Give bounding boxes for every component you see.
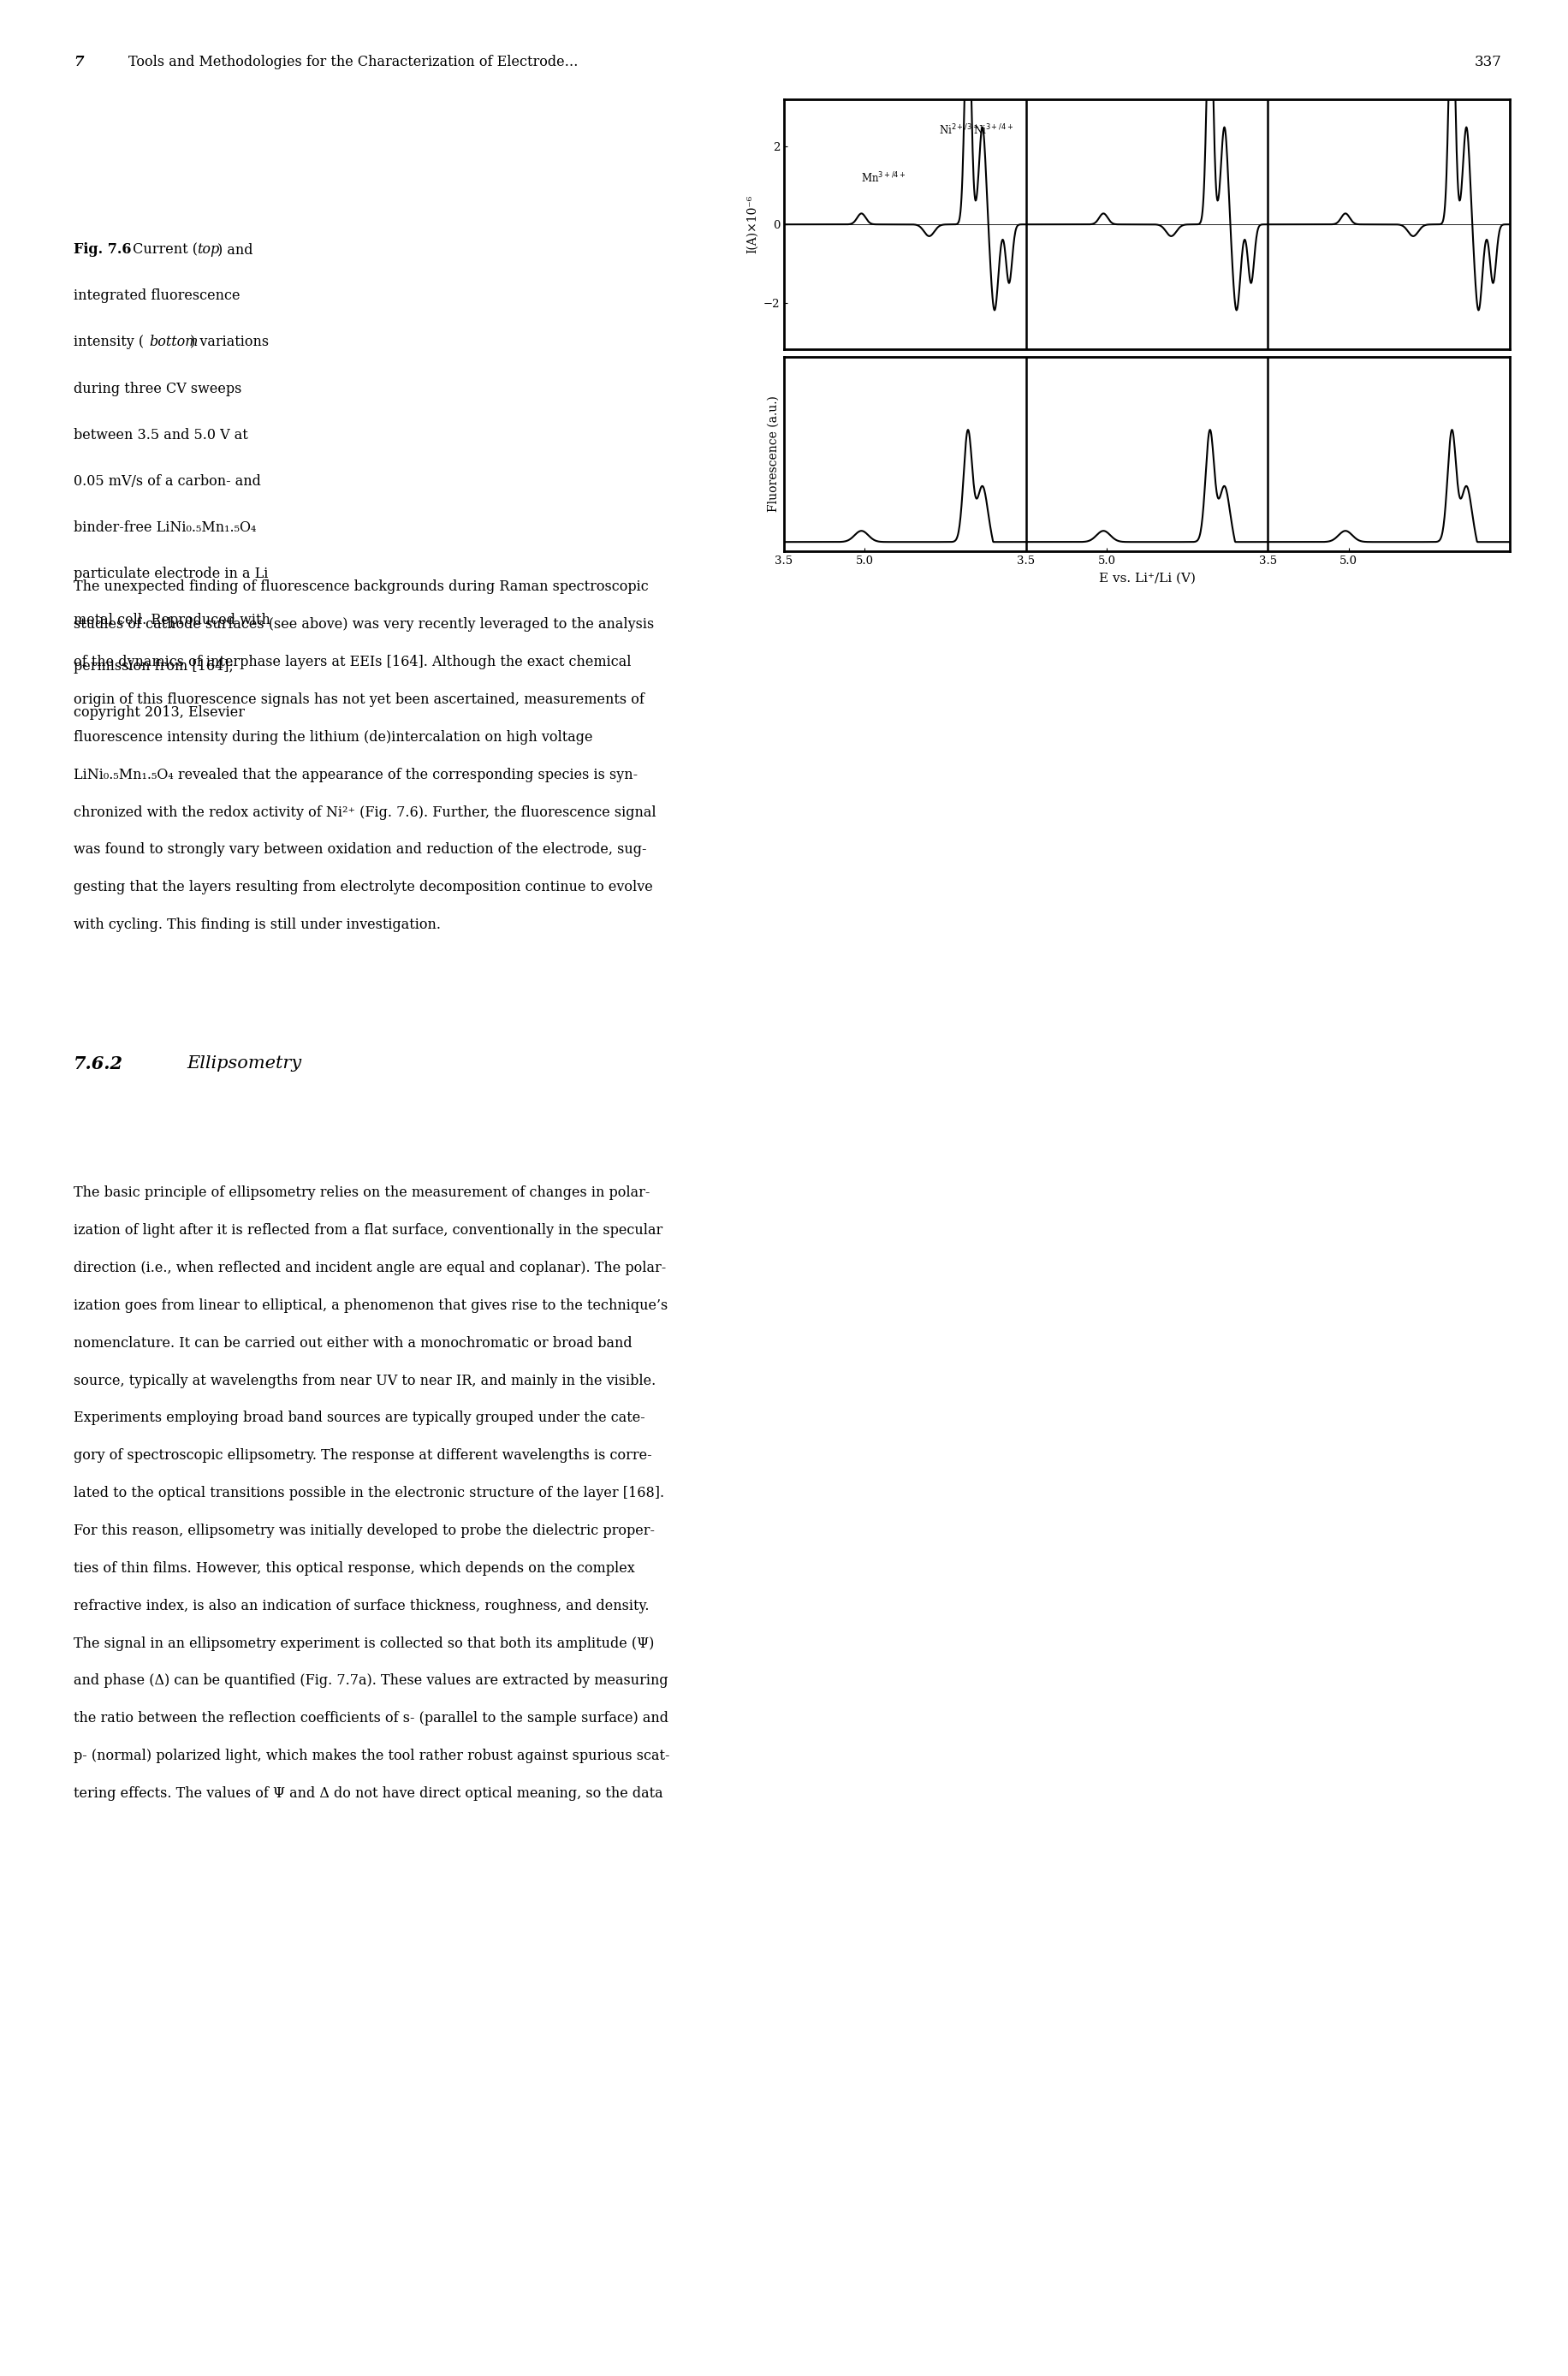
Text: origin of this fluorescence signals has not yet been ascertained, measurements o: origin of this fluorescence signals has …: [74, 691, 644, 708]
Text: fluorescence intensity during the lithium (de)intercalation on high voltage: fluorescence intensity during the lithiu…: [74, 729, 593, 744]
Text: during three CV sweeps: during three CV sweeps: [74, 380, 241, 397]
Text: Current (: Current (: [129, 242, 198, 257]
Text: 0.05 mV/s of a carbon- and: 0.05 mV/s of a carbon- and: [74, 475, 260, 489]
Text: integrated fluorescence: integrated fluorescence: [74, 287, 240, 304]
Text: ization goes from linear to elliptical, a phenomenon that gives rise to the tech: ization goes from linear to elliptical, …: [74, 1297, 668, 1314]
Text: copyright 2013, Elsevier: copyright 2013, Elsevier: [74, 706, 245, 720]
Text: was found to strongly vary between oxidation and reduction of the electrode, sug: was found to strongly vary between oxida…: [74, 843, 646, 858]
Text: intensity (: intensity (: [74, 335, 144, 349]
Text: Fig. 7.6: Fig. 7.6: [74, 242, 132, 257]
Text: Tools and Methodologies for the Characterization of Electrode…: Tools and Methodologies for the Characte…: [129, 55, 579, 69]
Text: of the dynamics of interphase layers at EEIs [164]. Although the exact chemical: of the dynamics of interphase layers at …: [74, 656, 632, 670]
Text: The signal in an ellipsometry experiment is collected so that both its amplitude: The signal in an ellipsometry experiment…: [74, 1637, 654, 1651]
X-axis label: E vs. Li⁺/Li (V): E vs. Li⁺/Li (V): [1099, 573, 1195, 584]
Text: gesting that the layers resulting from electrolyte decomposition continue to evo: gesting that the layers resulting from e…: [74, 879, 652, 896]
Text: source, typically at wavelengths from near UV to near IR, and mainly in the visi: source, typically at wavelengths from ne…: [74, 1373, 655, 1388]
Y-axis label: Fluorescence (a.u.): Fluorescence (a.u.): [767, 397, 779, 513]
Text: ties of thin films. However, this optical response, which depends on the complex: ties of thin films. However, this optica…: [74, 1561, 635, 1575]
Text: For this reason, ellipsometry was initially developed to probe the dielectric pr: For this reason, ellipsometry was initia…: [74, 1523, 655, 1537]
Text: Mn$^{3+/4+}$: Mn$^{3+/4+}$: [861, 171, 906, 185]
Text: gory of spectroscopic ellipsometry. The response at different wavelengths is cor: gory of spectroscopic ellipsometry. The …: [74, 1449, 652, 1464]
Y-axis label: I(A)×10⁻⁶: I(A)×10⁻⁶: [746, 195, 759, 254]
Text: tering effects. The values of Ψ and Δ do not have direct optical meaning, so the: tering effects. The values of Ψ and Δ do…: [74, 1787, 663, 1801]
Text: between 3.5 and 5.0 V at: between 3.5 and 5.0 V at: [74, 428, 248, 442]
Text: refractive index, is also an indication of surface thickness, roughness, and den: refractive index, is also an indication …: [74, 1599, 649, 1613]
Text: chronized with the redox activity of Ni²⁺ (Fig. 7.6). Further, the fluorescence : chronized with the redox activity of Ni²…: [74, 805, 657, 820]
Text: ization of light after it is reflected from a flat surface, conventionally in th: ization of light after it is reflected f…: [74, 1224, 663, 1238]
Text: lated to the optical transitions possible in the electronic structure of the lay: lated to the optical transitions possibl…: [74, 1485, 665, 1502]
Text: direction (i.e., when reflected and incident angle are equal and coplanar). The : direction (i.e., when reflected and inci…: [74, 1262, 666, 1276]
Text: with cycling. This finding is still under investigation.: with cycling. This finding is still unde…: [74, 917, 441, 931]
Text: Experiments employing broad band sources are typically grouped under the cate-: Experiments employing broad band sources…: [74, 1411, 644, 1426]
Text: The basic principle of ellipsometry relies on the measurement of changes in pola: The basic principle of ellipsometry reli…: [74, 1186, 651, 1200]
Text: The unexpected finding of fluorescence backgrounds during Raman spectroscopic: The unexpected finding of fluorescence b…: [74, 580, 649, 594]
Text: p- (normal) polarized light, which makes the tool rather robust against spurious: p- (normal) polarized light, which makes…: [74, 1749, 670, 1763]
Text: the ratio between the reflection coefficients of s- (parallel to the sample surf: the ratio between the reflection coeffic…: [74, 1711, 668, 1725]
Text: 7: 7: [74, 55, 83, 69]
Text: particulate electrode in a Li: particulate electrode in a Li: [74, 568, 268, 582]
Text: 7.6.2: 7.6.2: [74, 1055, 124, 1072]
Text: ) and: ) and: [218, 242, 252, 257]
Text: Ni$^{2+/3+}$: Ni$^{2+/3+}$: [939, 124, 978, 138]
Text: Ni$^{3+/4+}$: Ni$^{3+/4+}$: [972, 124, 1013, 138]
Text: bottom: bottom: [149, 335, 198, 349]
Text: binder-free LiNi₀.₅Mn₁.₅O₄: binder-free LiNi₀.₅Mn₁.₅O₄: [74, 520, 256, 535]
Text: metal cell. Reproduced with: metal cell. Reproduced with: [74, 613, 270, 627]
Text: permission from [164];: permission from [164];: [74, 658, 234, 675]
Text: Ellipsometry: Ellipsometry: [187, 1055, 301, 1072]
Text: nomenclature. It can be carried out either with a monochromatic or broad band: nomenclature. It can be carried out eith…: [74, 1335, 632, 1350]
Text: and phase (Δ) can be quantified (Fig. 7.7a). These values are extracted by measu: and phase (Δ) can be quantified (Fig. 7.…: [74, 1673, 668, 1689]
Text: LiNi₀.₅Mn₁.₅O₄ revealed that the appearance of the corresponding species is syn-: LiNi₀.₅Mn₁.₅O₄ revealed that the appeara…: [74, 767, 638, 782]
Text: top: top: [198, 242, 220, 257]
Text: 337: 337: [1475, 55, 1502, 69]
Text: ) variations: ) variations: [190, 335, 270, 349]
Text: studies of cathode surfaces (see above) was very recently leveraged to the analy: studies of cathode surfaces (see above) …: [74, 618, 654, 632]
